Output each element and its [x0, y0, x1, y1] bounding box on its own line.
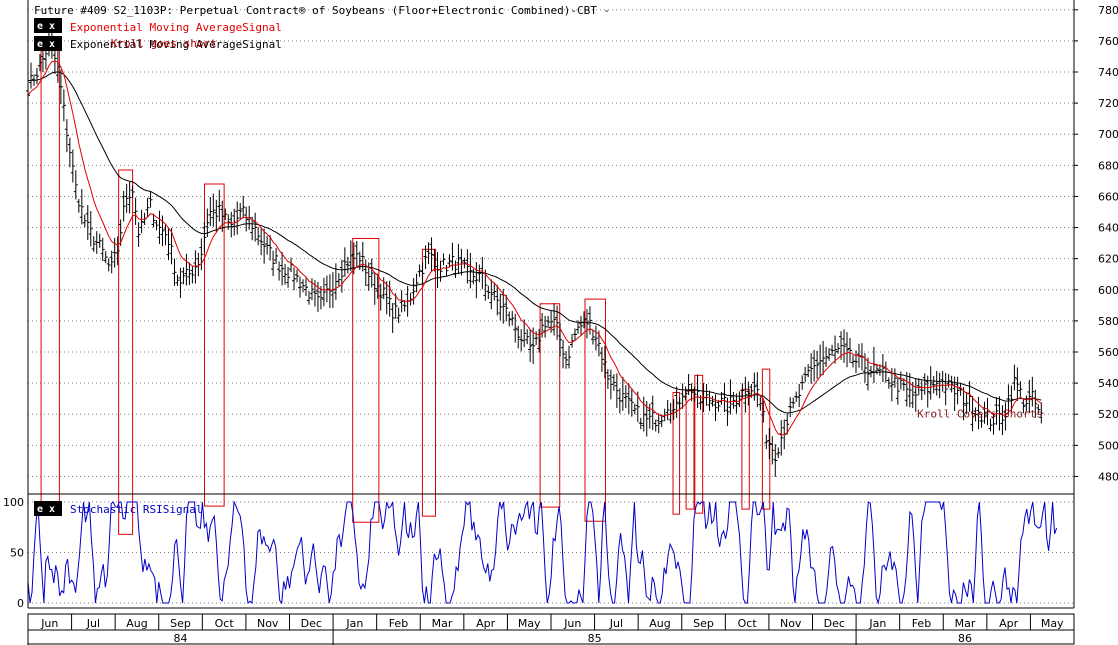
ema-slow-line	[27, 71, 1042, 414]
month-tick-label: Oct	[215, 617, 235, 630]
price-tick-label: 540	[1098, 377, 1118, 390]
signal-box	[118, 169, 134, 535]
legend-slow-ema: e x Exponential Moving AverageSignal	[34, 36, 282, 51]
legend-badge-fast-text: e x	[37, 21, 55, 32]
month-tick-label: Mar	[955, 617, 976, 630]
legend-fast-ema: e x Exponential Moving AverageSignal	[34, 18, 282, 34]
price-tick-label: 680	[1098, 159, 1118, 172]
signal-box	[539, 303, 561, 508]
legend-rsi: e x Stochastic RSISignal	[34, 501, 202, 516]
legend-badge-slow-text: e x	[37, 39, 55, 50]
price-tick-label: 520	[1098, 408, 1118, 421]
month-tick-label: Aug	[126, 617, 147, 630]
time-axis: Jun Jul Aug Sep Oct Nov Dec Jan Feb Mar Apr May Jun J…	[27, 613, 1075, 645]
legend-badge-slow	[34, 36, 62, 51]
month-tick-label: Jan	[868, 617, 886, 630]
chart-title: Future #409 S2_1103P: Perpetual Contract…	[34, 4, 610, 17]
price-tick-label: 700	[1098, 128, 1118, 141]
month-tick-label: Jun	[563, 617, 581, 630]
signal-box	[584, 298, 606, 522]
month-tick-label: Jul	[609, 617, 623, 630]
chart-frame	[27, 0, 1075, 609]
signal-boxes	[40, 45, 771, 535]
month-tick-label: Jan	[345, 617, 363, 630]
rsi-tick-label: 0	[17, 597, 24, 610]
month-tick-label: Sep	[693, 617, 714, 630]
month-tick-label: Sep	[170, 617, 191, 630]
year-tick-label: 84	[174, 632, 188, 645]
year-tick-label: 85	[588, 632, 602, 645]
month-tick-label: Aug	[649, 617, 670, 630]
signal-box	[204, 183, 225, 507]
price-tick-label: 620	[1098, 253, 1118, 266]
price-tick-label: 580	[1098, 315, 1118, 328]
price-tick-label: 760	[1098, 35, 1118, 48]
month-tick-label: May	[518, 617, 541, 630]
month-tick-label: Oct	[738, 617, 758, 630]
annotation-kroll-goes-short: Kroll goes short	[111, 37, 217, 50]
month-tick-label: Feb	[912, 617, 931, 630]
price-tick-label: 660	[1098, 190, 1118, 203]
month-tick-label: Apr	[999, 617, 1019, 630]
price-axis-ticks: 480 500 520 540 560 580 600 620 640 660 680 700 720 7…	[1074, 4, 1118, 483]
legend-label-slow: Exponential Moving AverageSignal	[70, 38, 282, 51]
month-tick-label: May	[1041, 617, 1064, 630]
annotation-kroll-covers-shorts: Kroll Covers Shorts	[917, 407, 1043, 420]
ema-fast-line	[27, 60, 1042, 436]
month-tick-label: Nov	[780, 617, 802, 630]
legend-badge-rsi	[34, 501, 62, 516]
price-tick-label: 640	[1098, 222, 1118, 235]
month-tick-label: Jul	[86, 617, 100, 630]
year-tick-label: 86	[958, 632, 972, 645]
price-tick-label: 780	[1098, 4, 1118, 17]
legend-label-rsi: Stochastic RSISignal	[70, 503, 202, 516]
month-tick-label: Dec	[824, 617, 845, 630]
month-tick-label: Nov	[257, 617, 279, 630]
price-tick-label: 480	[1098, 470, 1118, 483]
price-tick-label: 720	[1098, 97, 1118, 110]
rsi-tick-label: 100	[3, 496, 24, 509]
month-tick-label: Jun	[40, 617, 58, 630]
price-tick-label: 560	[1098, 346, 1118, 359]
signal-box	[694, 374, 704, 514]
rsi-axis-ticks: 0 50 100	[3, 496, 24, 610]
month-tick-label: Feb	[389, 617, 408, 630]
month-tick-label: Dec	[301, 617, 322, 630]
signal-box	[685, 390, 695, 510]
legend-badge-fast	[34, 18, 62, 33]
price-bars	[26, 22, 1044, 477]
month-tick-label: Mar	[432, 617, 453, 630]
legend-badge-rsi-text: e x	[37, 504, 55, 515]
stochastic-rsi-line	[27, 500, 1058, 605]
signal-box	[352, 237, 380, 523]
month-tick-label: Apr	[476, 617, 496, 630]
price-tick-label: 600	[1098, 284, 1118, 297]
rsi-tick-label: 50	[10, 547, 24, 560]
legend-label-fast: Exponential Moving AverageSignal	[70, 21, 282, 34]
price-tick-label: 500	[1098, 439, 1118, 452]
price-tick-label: 740	[1098, 66, 1118, 79]
